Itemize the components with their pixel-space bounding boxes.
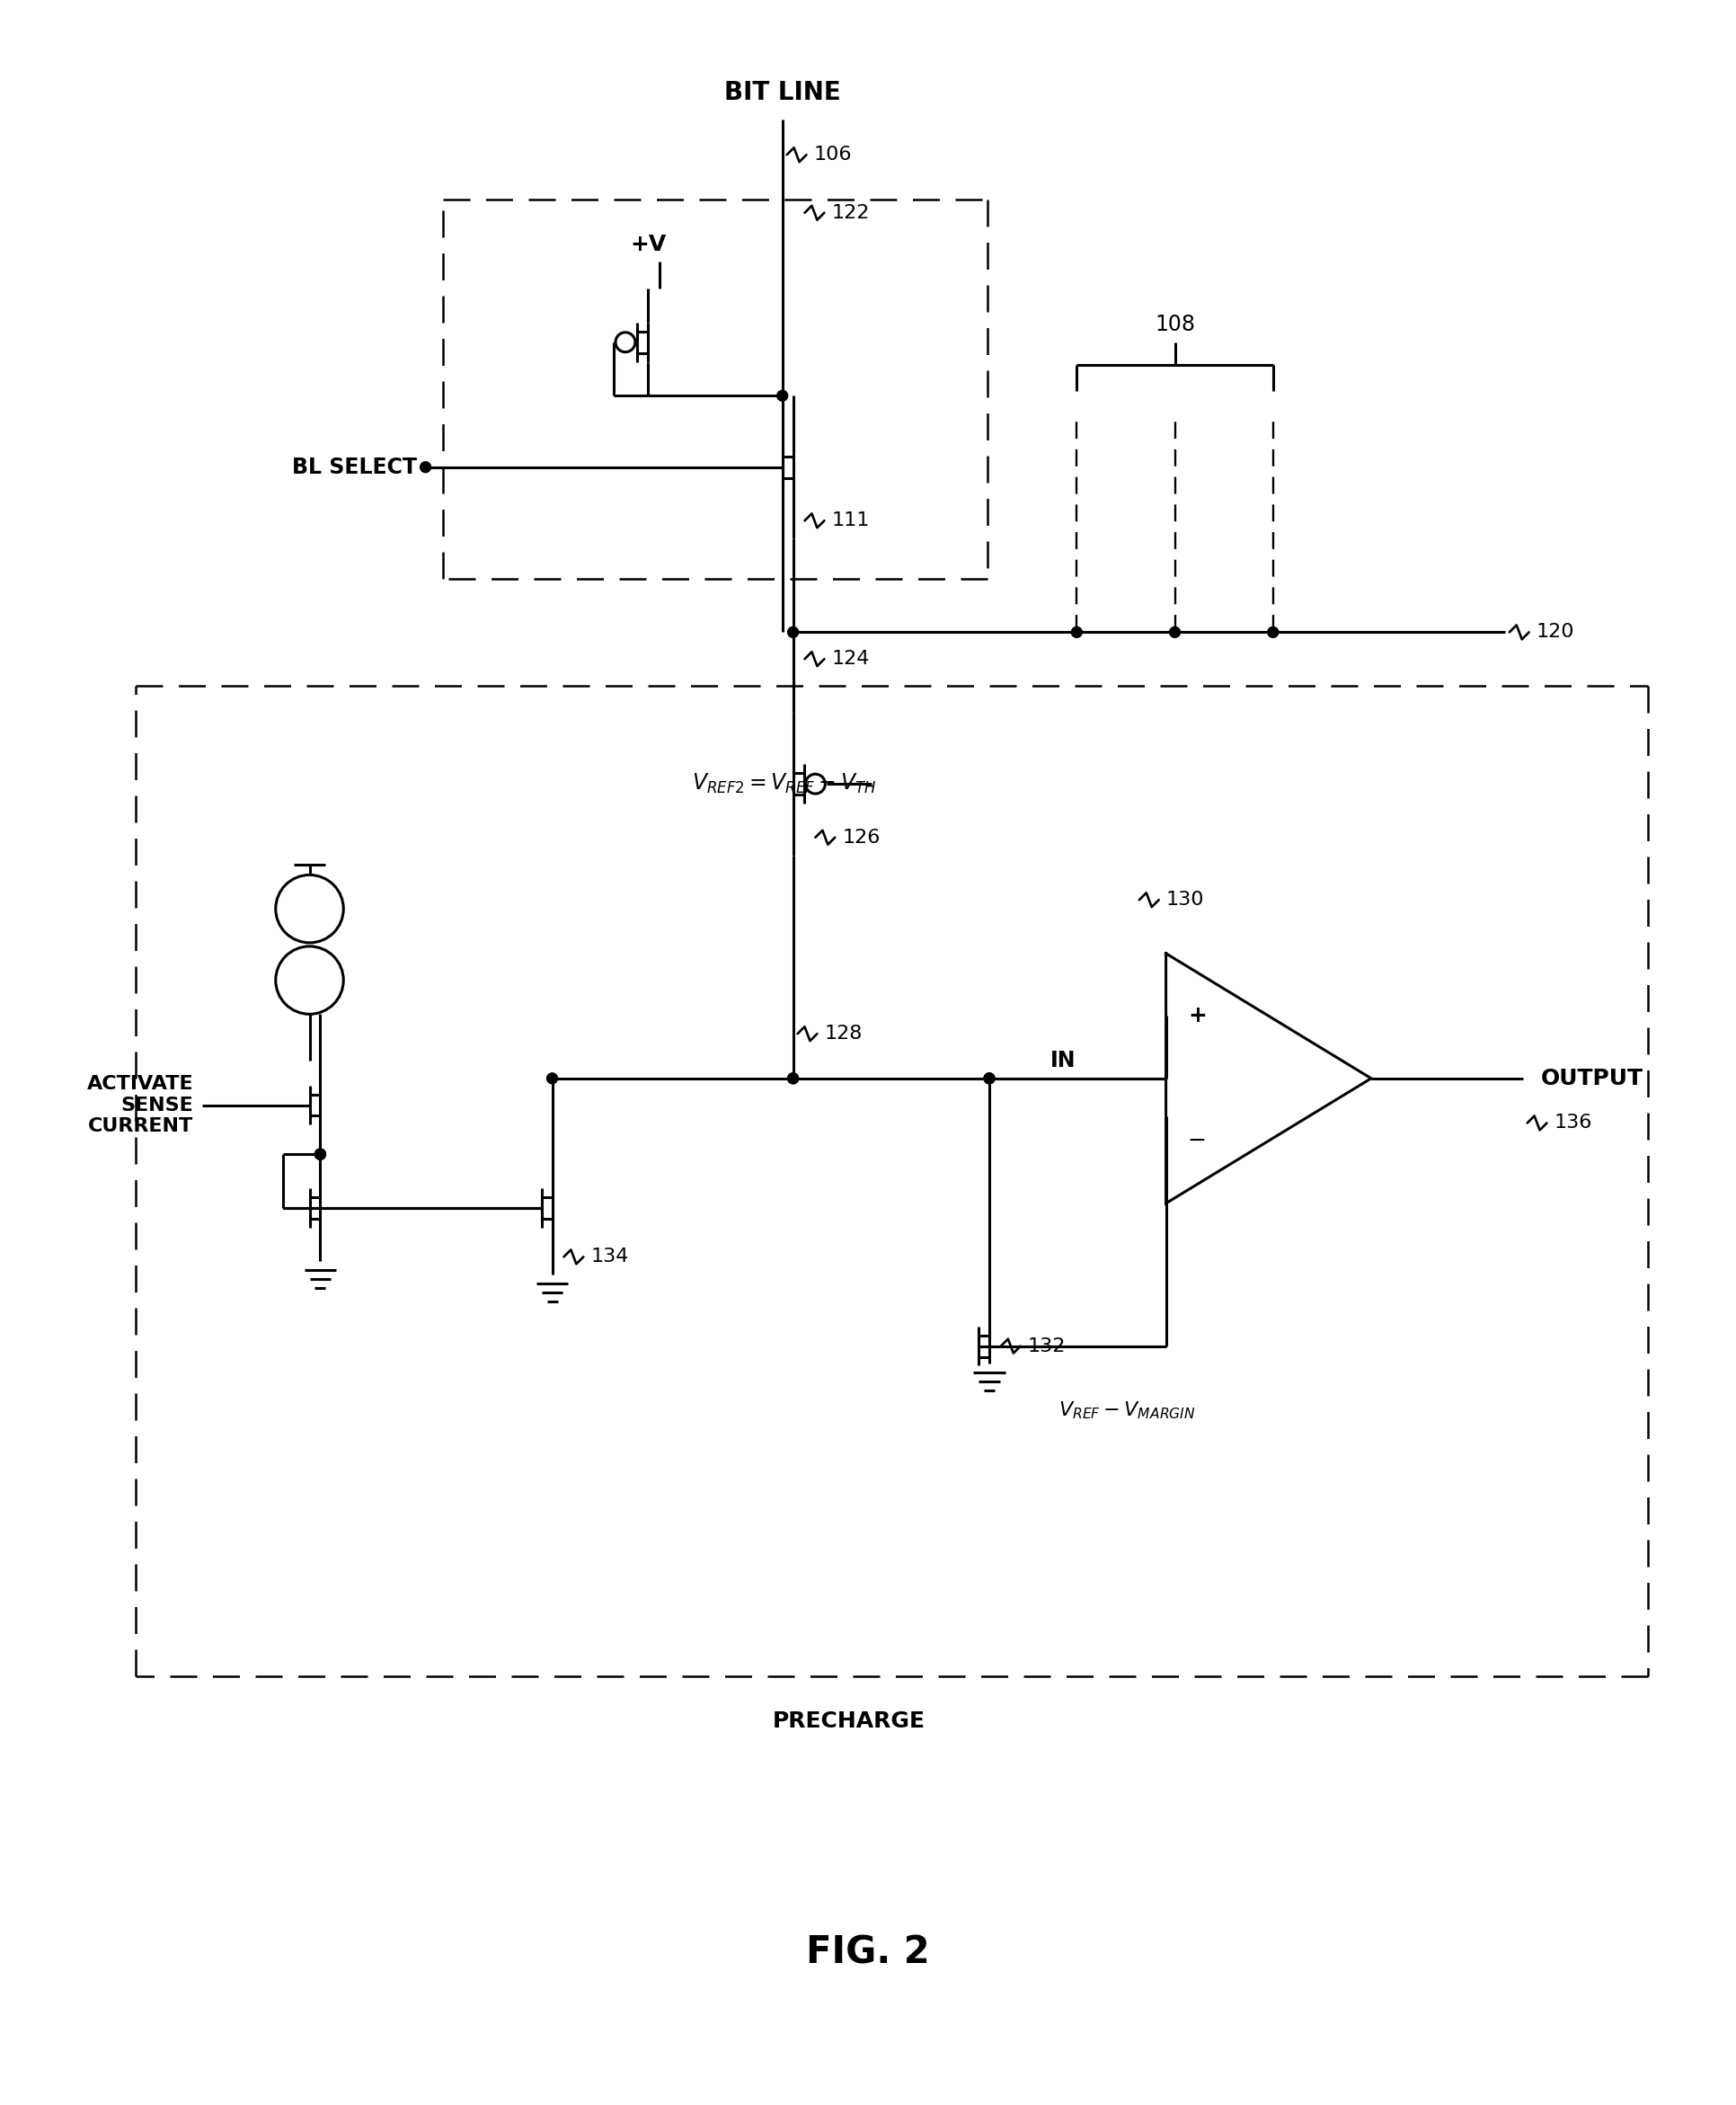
Circle shape <box>420 461 431 472</box>
Text: OUTPUT: OUTPUT <box>1540 1067 1642 1088</box>
Text: PRECHARGE: PRECHARGE <box>773 1709 925 1732</box>
Text: 106: 106 <box>814 145 852 164</box>
Text: $V_{REF} - V_{MARGIN}$: $V_{REF} - V_{MARGIN}$ <box>1059 1400 1196 1421</box>
Text: 122: 122 <box>832 204 870 221</box>
Circle shape <box>1071 627 1082 638</box>
Text: IN: IN <box>1050 1050 1076 1071</box>
Text: FIG. 2: FIG. 2 <box>806 1934 930 1972</box>
Circle shape <box>788 1074 799 1084</box>
Circle shape <box>788 627 799 638</box>
Text: 128: 128 <box>825 1025 863 1042</box>
Text: 124: 124 <box>832 650 870 667</box>
Circle shape <box>314 1149 326 1160</box>
Text: 132: 132 <box>1028 1337 1066 1356</box>
Circle shape <box>547 1074 557 1084</box>
Text: 126: 126 <box>842 829 880 846</box>
Text: 134: 134 <box>590 1248 628 1265</box>
Text: 120: 120 <box>1536 623 1575 642</box>
Circle shape <box>1267 627 1278 638</box>
Text: 111: 111 <box>832 512 870 530</box>
Text: 108: 108 <box>1154 314 1194 335</box>
Text: 130: 130 <box>1167 890 1205 909</box>
Text: +: + <box>1187 1004 1207 1027</box>
Text: −: − <box>1187 1130 1207 1151</box>
Circle shape <box>1170 627 1180 638</box>
Circle shape <box>314 1149 326 1160</box>
Text: BL SELECT: BL SELECT <box>292 457 417 478</box>
Circle shape <box>984 1074 995 1084</box>
Text: $V_{REF2} = V_{REF} - V_{TH}$: $V_{REF2} = V_{REF} - V_{TH}$ <box>691 773 877 796</box>
Circle shape <box>984 1074 995 1084</box>
Circle shape <box>788 1074 799 1084</box>
Text: +V: +V <box>630 234 667 255</box>
Text: ACTIVATE
SENSE
CURRENT: ACTIVATE SENSE CURRENT <box>87 1076 194 1135</box>
Text: 136: 136 <box>1554 1114 1592 1132</box>
Circle shape <box>778 389 788 402</box>
Text: BIT LINE: BIT LINE <box>724 80 840 105</box>
Circle shape <box>314 1149 326 1160</box>
